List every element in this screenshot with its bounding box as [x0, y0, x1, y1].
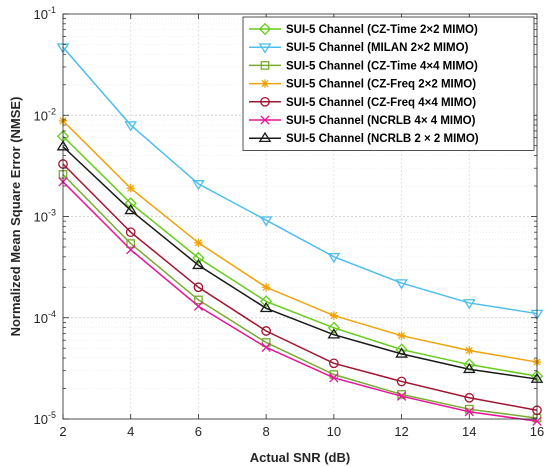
y-tick-label: 10-1	[34, 5, 56, 22]
legend-marker	[260, 79, 270, 88]
y-tick-label: 10-3	[34, 208, 56, 225]
legend-entry: SUI-5 Channel (MILAN 2×2 MIMO)	[249, 42, 469, 54]
x-tick-label: 10	[327, 424, 341, 439]
y-tick-label: 10-4	[34, 309, 56, 326]
data-point-marker	[396, 376, 407, 387]
data-point-marker	[329, 373, 339, 383]
data-point-marker	[192, 180, 205, 191]
legend-entry: SUI-5 Channel (CZ-Freq 2×2 MIMO)	[249, 79, 476, 91]
legend-entry: SUI-5 Channel (NCRLB 2 × 2 MIMO)	[249, 131, 479, 145]
x-tick-label: 14	[462, 424, 476, 439]
legend-label: SUI-5 Channel (CZ-Time 4×4 MIMO)	[286, 60, 478, 72]
series-1	[56, 130, 544, 383]
series-line	[62, 173, 538, 419]
legend-entry: SUI-5 Channel (CZ-Time 2×2 MIMO)	[249, 22, 478, 36]
data-point-marker	[462, 299, 476, 310]
x-tick-label: 6	[195, 424, 202, 439]
legend-marker	[258, 22, 272, 36]
x-tick-label: 4	[127, 424, 134, 439]
x-tick-label: 16	[530, 424, 544, 439]
series-6	[58, 177, 542, 426]
data-point-marker	[194, 238, 203, 247]
data-point-marker	[193, 301, 204, 311]
series-line	[62, 135, 538, 377]
data-point-marker	[259, 301, 273, 313]
x-axis-label: Actual SNR (dB)	[250, 450, 350, 465]
data-point-marker	[395, 343, 408, 356]
legend-entry: SUI-5 Channel (NCRLB 4× 4 MIMO)	[249, 115, 476, 127]
series-line	[62, 146, 538, 380]
data-point-marker	[396, 391, 407, 401]
legend-marker	[260, 115, 270, 125]
data-point-marker	[327, 252, 341, 264]
legend-marker	[260, 96, 270, 107]
legend-label: SUI-5 Channel (NCRLB 4× 4 MIMO)	[286, 115, 476, 127]
series-5	[58, 159, 542, 416]
data-point-marker	[532, 416, 542, 426]
data-point-marker	[397, 390, 406, 399]
data-point-marker	[124, 121, 138, 132]
data-point-marker	[464, 392, 475, 403]
series-line	[62, 181, 538, 423]
y-tick-label: 10-2	[34, 106, 56, 123]
data-point-marker	[125, 227, 136, 238]
legend: SUI-5 Channel (CZ-Time 2×2 MIMO) SUI-5 Ch…	[242, 16, 535, 151]
data-point-marker	[124, 203, 138, 215]
y-axis-label: Normalized Mean Square Error (NMSE)	[8, 97, 23, 337]
data-point-marker	[327, 328, 341, 339]
data-point-marker	[329, 311, 339, 320]
legend-marker	[258, 43, 272, 54]
legend-label: SUI-5 Channel (CZ-Freq 4×4 MIMO)	[286, 97, 476, 109]
data-point-marker	[193, 282, 204, 293]
data-point-marker	[464, 407, 474, 417]
data-point-marker	[261, 338, 271, 347]
series-line	[62, 46, 538, 315]
data-point-marker	[395, 347, 408, 358]
data-point-marker	[194, 295, 203, 305]
x-tick-label: 2	[59, 424, 66, 439]
data-point-marker	[126, 245, 136, 255]
data-point-marker	[124, 197, 137, 210]
legend-label: SUI-5 Channel (NCRLB 2 × 2 MIMO)	[286, 133, 479, 145]
data-point-marker	[462, 362, 476, 374]
data-point-marker	[126, 184, 135, 193]
data-point-marker	[329, 358, 339, 369]
series-line	[62, 163, 538, 411]
series-line	[62, 120, 538, 363]
legend-marker	[260, 61, 270, 70]
legend-label: SUI-5 Channel (MILAN 2×2 MIMO)	[286, 42, 469, 54]
data-point-marker	[259, 216, 273, 227]
legend-entry: SUI-5 Channel (CZ-Time 4×4 MIMO)	[249, 60, 478, 72]
data-point-marker	[261, 342, 271, 353]
y-tick-label: 10-5	[34, 410, 56, 427]
series-layer	[56, 43, 544, 426]
legend-box	[242, 16, 535, 151]
data-point-marker	[192, 251, 205, 265]
axis-ticks: 2 4 6 8 10 12 14 16 10-5 10-4 10-3 10-2 10-1	[34, 5, 545, 439]
legend-label: SUI-5 Channel (CZ-Freq 2×2 MIMO)	[286, 79, 476, 91]
data-point-marker	[192, 258, 205, 270]
legend-marker	[258, 131, 272, 143]
legend-label: SUI-5 Channel (CZ-Time 2×2 MIMO)	[286, 24, 478, 36]
data-point-marker	[395, 279, 408, 290]
data-point-marker	[261, 326, 271, 336]
series-2	[56, 43, 544, 320]
data-point-marker	[261, 283, 271, 292]
legend-entry: SUI-5 Channel (CZ-Freq 4×4 MIMO)	[249, 97, 476, 109]
data-point-marker	[260, 295, 273, 308]
data-point-marker	[397, 331, 406, 340]
x-tick-label: 8	[263, 424, 270, 439]
x-tick-label: 12	[394, 424, 408, 439]
data-point-marker	[126, 239, 136, 248]
data-point-marker	[327, 321, 340, 334]
data-point-marker	[465, 346, 474, 355]
data-point-marker	[464, 404, 474, 414]
